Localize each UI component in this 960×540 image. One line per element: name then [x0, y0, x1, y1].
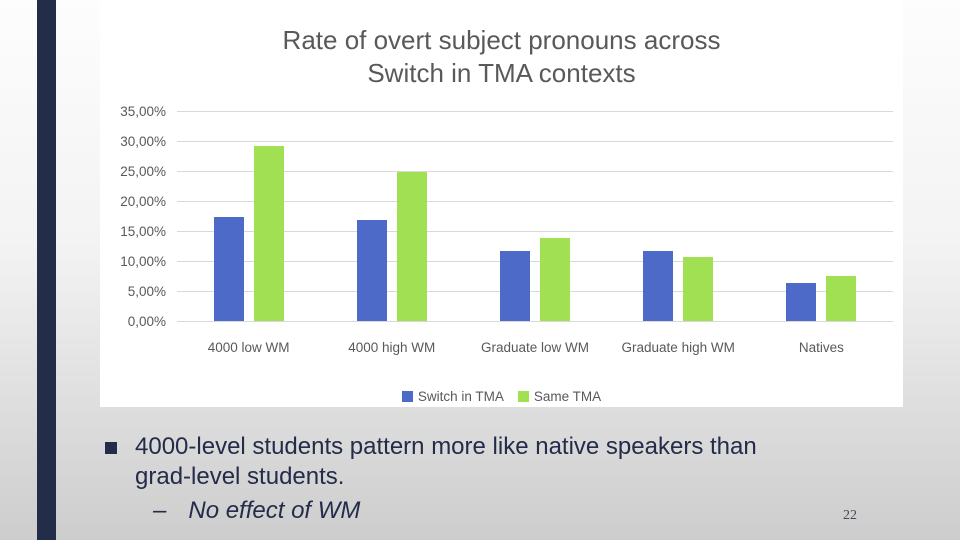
y-axis-tick-label: 20,00%: [120, 194, 166, 209]
bullet-square-icon: [105, 442, 117, 454]
x-axis-category-label: Graduate high WM: [621, 340, 735, 355]
y-gridline: [177, 291, 893, 292]
y-gridline: [177, 111, 893, 112]
chart-title-line1: Rate of overt subject pronouns across: [282, 25, 721, 55]
y-gridline: [177, 201, 893, 202]
sub-bullet-text: No effect of WM: [188, 497, 361, 524]
page-number: 22: [843, 508, 857, 523]
chart-title-line2: Switch in TMA contexts: [367, 58, 636, 88]
y-gridline: [177, 141, 893, 142]
bar-switch-in-tma: [356, 220, 387, 321]
bullet-item: 4000-level students pattern more like na…: [105, 432, 825, 492]
chart-plot-area: 0,00% 5,00% 10,00% 15,00% 20,00% 25,00% 30,00%…: [100, 0, 903, 407]
bar-switch-in-tma: [213, 216, 244, 321]
y-gridline: [177, 171, 893, 172]
sub-bullet-item: – No effect of WM: [153, 496, 825, 526]
y-gridline: [177, 321, 893, 322]
bar-same-tma: [826, 276, 857, 321]
chart-title: Rate of overt subject pronouns across Sw…: [100, 24, 903, 90]
bar-same-tma: [683, 257, 714, 321]
legend-label: Switch in TMA: [417, 389, 504, 404]
bullet-text: 4000-level students pattern more like na…: [135, 433, 757, 490]
legend-swatch-icon: [401, 391, 413, 402]
x-axis-category-label: 4000 high WM: [348, 340, 436, 355]
x-axis-category-label: Graduate low WM: [480, 340, 589, 355]
bar-same-tma: [253, 145, 284, 321]
y-axis-tick-label: 0,00%: [127, 314, 166, 329]
x-axis-category-label: Natives: [798, 340, 844, 355]
legend-item: Same TMA: [517, 389, 602, 404]
y-axis-tick-label: 35,00%: [120, 104, 166, 119]
y-axis-tick-label: 5,00%: [127, 284, 166, 299]
legend-label: Same TMA: [533, 389, 602, 404]
y-axis-tick-label: 30,00%: [120, 134, 166, 149]
x-axis-category-label: 4000 low WM: [207, 340, 290, 355]
y-gridline: [177, 261, 893, 262]
y-axis-tick-label: 10,00%: [120, 254, 166, 269]
y-axis-tick-label: 25,00%: [120, 164, 166, 179]
bar-same-tma: [540, 238, 570, 321]
dash-icon: –: [153, 497, 167, 524]
y-axis-tick-label: 15,00%: [120, 224, 166, 239]
bar-switch-in-tma: [643, 250, 674, 321]
chart-panel: 0,00% 5,00% 10,00% 15,00% 20,00% 25,00% 30,00%…: [100, 0, 903, 407]
legend-swatch-icon: [517, 391, 529, 402]
chart-legend: Switch in TMA Same TMA: [100, 389, 903, 404]
body-text-block: 4000-level students pattern more like na…: [105, 432, 825, 526]
left-accent-bar: [37, 0, 56, 540]
bar-switch-in-tma: [500, 251, 530, 321]
legend-item: Switch in TMA: [401, 389, 504, 404]
y-gridline: [177, 231, 893, 232]
bar-switch-in-tma: [786, 282, 817, 321]
bar-same-tma: [396, 172, 427, 321]
